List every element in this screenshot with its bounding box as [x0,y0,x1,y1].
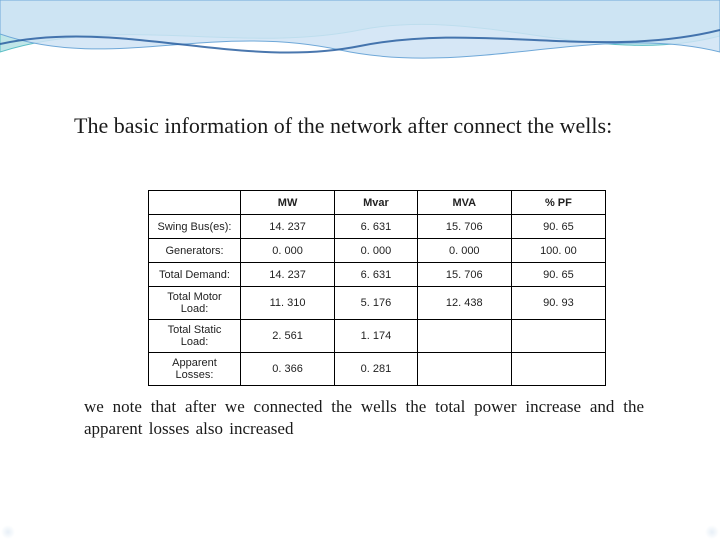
data-table-container: MW Mvar MVA % PF Swing Bus(es): 14. 237 … [148,190,606,386]
row-label: Total Motor Load: [149,287,241,320]
table-cell [417,353,511,386]
table-header-row: MW Mvar MVA % PF [149,191,606,215]
table-cell [417,320,511,353]
table-cell: 0. 000 [417,239,511,263]
table-cell [511,320,605,353]
col-header: % PF [511,191,605,215]
table-corner-cell [149,191,241,215]
table-cell: 90. 65 [511,263,605,287]
table-row: Total Static Load: 2. 561 1. 174 [149,320,606,353]
table-row: Apparent Losses: 0. 366 0. 281 [149,353,606,386]
row-label: Total Demand: [149,263,241,287]
table-cell: 12. 438 [417,287,511,320]
table-cell: 0. 281 [335,353,418,386]
table-cell: 14. 237 [241,215,335,239]
table-cell: 6. 631 [335,215,418,239]
slide-caption: we note that after we connected the well… [84,396,644,440]
table-cell: 6. 631 [335,263,418,287]
row-label: Apparent Losses: [149,353,241,386]
slide: The basic information of the network aft… [0,0,720,540]
row-label: Swing Bus(es): [149,215,241,239]
col-header: MW [241,191,335,215]
table-cell: 11. 310 [241,287,335,320]
network-info-table: MW Mvar MVA % PF Swing Bus(es): 14. 237 … [148,190,606,386]
table-cell: 0. 000 [241,239,335,263]
col-header: MVA [417,191,511,215]
row-label: Total Static Load: [149,320,241,353]
table-cell: 5. 176 [335,287,418,320]
table-cell: 15. 706 [417,215,511,239]
table-cell: 90. 93 [511,287,605,320]
slide-title: The basic information of the network aft… [74,112,634,140]
table-row: Swing Bus(es): 14. 237 6. 631 15. 706 90… [149,215,606,239]
table-cell [511,353,605,386]
table-cell: 14. 237 [241,263,335,287]
table-row: Total Motor Load: 11. 310 5. 176 12. 438… [149,287,606,320]
table-cell: 15. 706 [417,263,511,287]
col-header: Mvar [335,191,418,215]
table-cell: 90. 65 [511,215,605,239]
wave-icon [0,0,720,110]
table-cell: 0. 000 [335,239,418,263]
row-label: Generators: [149,239,241,263]
decorative-wave [0,0,720,110]
table-row: Generators: 0. 000 0. 000 0. 000 100. 00 [149,239,606,263]
table-cell: 2. 561 [241,320,335,353]
table-cell: 1. 174 [335,320,418,353]
table-row: Total Demand: 14. 237 6. 631 15. 706 90.… [149,263,606,287]
table-cell: 0. 366 [241,353,335,386]
table-cell: 100. 00 [511,239,605,263]
